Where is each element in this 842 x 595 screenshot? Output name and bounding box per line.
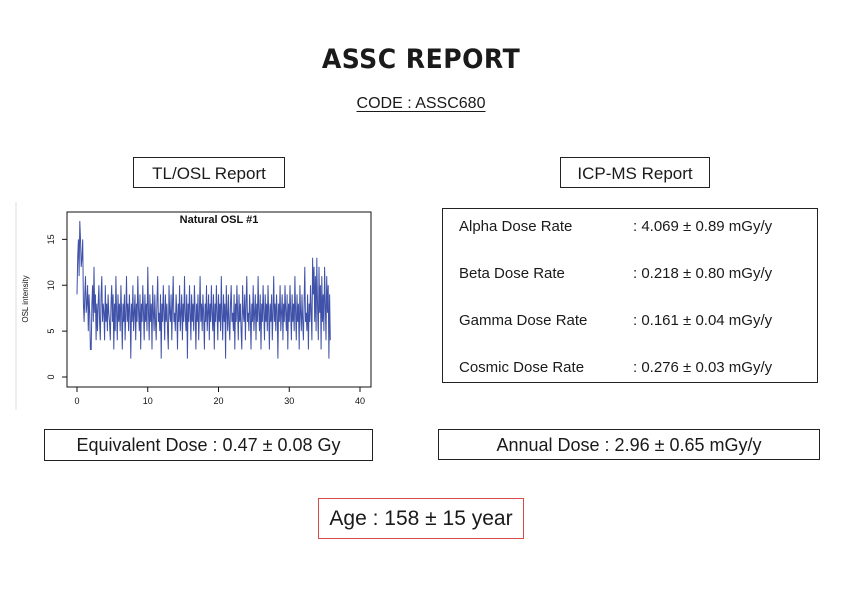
chart-y-ticks: 0 5 10 15 <box>46 234 67 380</box>
age-result-box: Age : 158 ± 15 year <box>318 498 524 539</box>
annual-dose-box: Annual Dose : 2.96 ± 0.65 mGy/y <box>438 429 820 460</box>
y-tick-label: 5 <box>46 329 56 334</box>
chart-series-line <box>76 220 331 359</box>
beta-dose-label: Beta Dose Rate <box>459 265 565 282</box>
cosmic-dose-row: Cosmic Dose Rate : 0.276 ± 0.03 mGy/y <box>459 359 809 379</box>
alpha-dose-row: Alpha Dose Rate : 4.069 ± 0.89 mGy/y <box>459 218 809 238</box>
report-code: CODE : ASSC680 <box>0 95 842 113</box>
gamma-dose-label: Gamma Dose Rate <box>459 312 588 329</box>
gamma-dose-value: : 0.161 ± 0.04 mGy/y <box>633 312 773 329</box>
equivalent-dose-box: Equivalent Dose : 0.47 ± 0.08 Gy <box>44 429 373 461</box>
tl-osl-report-label: TL/OSL Report <box>133 157 285 188</box>
y-tick-label: 0 <box>46 374 56 379</box>
report-code-text: CODE : ASSC680 <box>356 95 486 112</box>
x-tick-label: 0 <box>74 396 79 406</box>
chart-y-axis-label: OSL intensity <box>21 275 30 322</box>
chart-x-ticks: 0 10 20 30 40 <box>74 387 365 406</box>
icp-ms-dose-table: Alpha Dose Rate : 4.069 ± 0.89 mGy/y Bet… <box>442 208 818 383</box>
gamma-dose-row: Gamma Dose Rate : 0.161 ± 0.04 mGy/y <box>459 312 809 332</box>
alpha-dose-value: : 4.069 ± 0.89 mGy/y <box>633 218 773 235</box>
cosmic-dose-value: : 0.276 ± 0.03 mGy/y <box>633 359 773 376</box>
beta-dose-row: Beta Dose Rate : 0.218 ± 0.80 mGy/y <box>459 265 809 285</box>
alpha-dose-label: Alpha Dose Rate <box>459 218 573 235</box>
x-tick-label: 40 <box>355 396 365 406</box>
icp-ms-report-label: ICP-MS Report <box>560 157 710 188</box>
cosmic-dose-label: Cosmic Dose Rate <box>459 359 585 376</box>
x-tick-label: 30 <box>284 396 294 406</box>
osl-chart-svg: Natural OSL #1 OSL intensity 0 10 20 30 40 0… <box>15 202 372 410</box>
y-tick-label: 15 <box>46 234 56 244</box>
osl-chart: Natural OSL #1 OSL intensity 0 10 20 30 40 0… <box>14 200 386 412</box>
x-tick-label: 10 <box>143 396 153 406</box>
report-title: ASSC REPORT <box>321 44 521 75</box>
y-tick-label: 10 <box>46 280 56 290</box>
beta-dose-value: : 0.218 ± 0.80 mGy/y <box>633 265 773 282</box>
x-tick-label: 20 <box>213 396 223 406</box>
chart-title: Natural OSL #1 <box>180 214 259 226</box>
